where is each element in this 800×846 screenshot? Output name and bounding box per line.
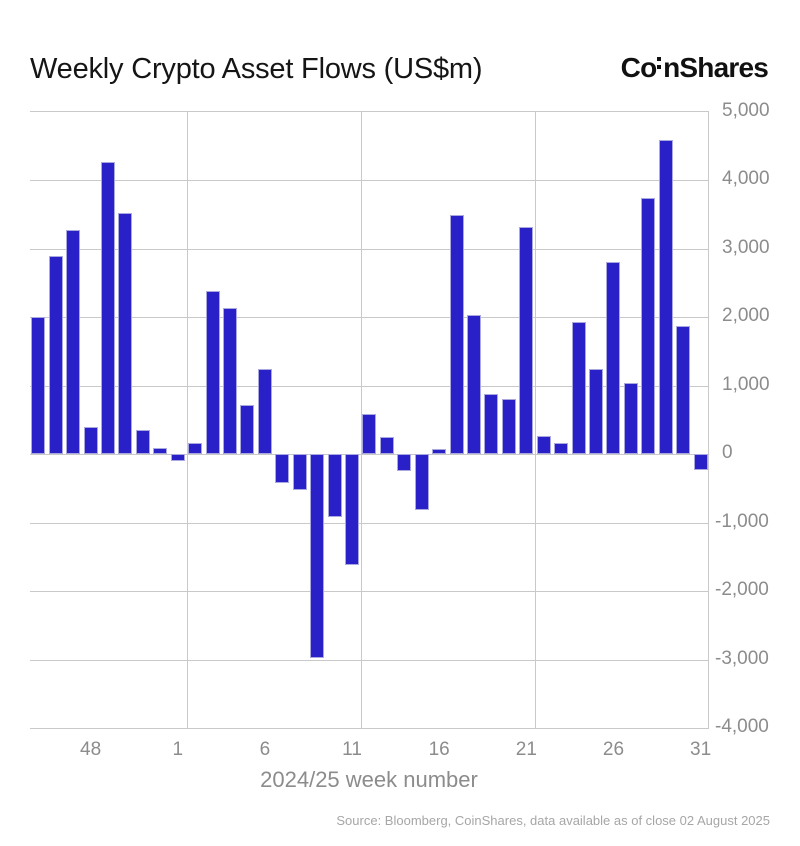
bar-week-26 xyxy=(606,261,621,455)
bar-week-22 xyxy=(536,435,551,455)
bar-week-25 xyxy=(589,368,604,455)
plot-area xyxy=(30,111,709,729)
bar-week-2 xyxy=(188,443,203,455)
x-tick-label-week-48: 48 xyxy=(80,739,102,760)
y-tick-label--3000: -3,000 xyxy=(715,647,769,669)
x-axis-title: 2024/25 week number xyxy=(260,767,478,792)
y-tick-label--1000: -1,000 xyxy=(715,510,769,532)
h-gridline--3000 xyxy=(30,659,708,661)
bar-week-51 xyxy=(135,430,150,455)
bar-week-11 xyxy=(345,454,360,566)
coinshares-logo: Co nShares xyxy=(620,51,769,85)
bar-week-49 xyxy=(101,161,116,455)
x-tick-label-week-11: 11 xyxy=(342,739,362,760)
v-gridline-week-21 xyxy=(535,112,537,728)
bar-week-17 xyxy=(449,214,464,455)
bar-week-3 xyxy=(205,290,220,455)
bar-week-13 xyxy=(379,437,394,455)
h-gridline-1000 xyxy=(30,385,708,387)
bar-week-15 xyxy=(414,454,429,510)
bar-week-14 xyxy=(397,454,412,471)
bar-week-12 xyxy=(362,413,377,455)
bar-week-52 xyxy=(153,448,168,455)
bar-week-7 xyxy=(275,454,290,483)
y-tick-label-4000: 4,000 xyxy=(722,168,770,190)
bar-week-20 xyxy=(501,399,516,455)
bar-week-47 xyxy=(66,229,81,455)
bar-week-19 xyxy=(484,393,499,455)
y-tick-label--2000: -2,000 xyxy=(715,579,769,601)
h-gridline-4000 xyxy=(30,180,708,182)
x-tick-label-week-16: 16 xyxy=(428,739,450,760)
y-tick-label-1000: 1,000 xyxy=(722,373,770,395)
bar-week-46 xyxy=(48,255,63,455)
bar-week-29 xyxy=(658,140,673,455)
h-gridline-2000 xyxy=(30,317,708,319)
bar-week-10 xyxy=(327,454,342,517)
bar-week-30 xyxy=(676,325,691,455)
bar-week-45 xyxy=(31,317,46,455)
bar-week-18 xyxy=(467,314,482,455)
y-tick-label-5000: 5,000 xyxy=(722,100,770,121)
x-tick-label-week-31: 31 xyxy=(690,739,712,760)
source-note: Source: Bloomberg, CoinShares, data avai… xyxy=(336,813,770,828)
bar-week-28 xyxy=(641,198,656,455)
bar-week-16 xyxy=(432,448,447,455)
y-tick-label-2000: 2,000 xyxy=(722,305,770,327)
logo-i-dots-icon xyxy=(657,56,662,77)
x-tick-label-week-21: 21 xyxy=(515,739,537,760)
bar-week-50 xyxy=(118,213,133,455)
v-gridline-week-1 xyxy=(186,112,188,728)
bar-week-6 xyxy=(257,369,272,455)
bar-week-5 xyxy=(240,404,255,455)
h-gridline-3000 xyxy=(30,248,708,250)
bar-week-4 xyxy=(223,308,238,455)
y-tick-label--4000: -4,000 xyxy=(715,716,769,737)
v-gridline-week-11 xyxy=(361,112,363,728)
bar-week-23 xyxy=(554,443,569,455)
y-tick-label-0: 0 xyxy=(722,442,733,464)
bar-week-8 xyxy=(292,454,307,491)
x-tick-label-week-1: 1 xyxy=(172,739,184,760)
bar-week-31 xyxy=(693,454,708,470)
bar-week-27 xyxy=(623,383,638,455)
h-gridline-0 xyxy=(30,454,708,456)
bar-week-48 xyxy=(83,426,98,455)
logo-text-prefix: Co xyxy=(620,52,658,83)
chart-title: Weekly Crypto Asset Flows (US$m) xyxy=(30,53,483,85)
h-gridline--1000 xyxy=(30,522,708,524)
y-axis-labels: 5,000 4,000 3,000 2,000 1,000 0 -1,000 -2,000 -3… xyxy=(715,0,792,846)
y-tick-label-3000: 3,000 xyxy=(722,236,770,258)
x-tick-label-week-6: 6 xyxy=(259,739,271,760)
bar-week-24 xyxy=(571,322,586,455)
bar-week-9 xyxy=(310,454,325,659)
h-gridline--2000 xyxy=(30,591,708,593)
x-tick-label-week-26: 26 xyxy=(602,739,625,760)
x-axis-labels: 48 1 6 11 16 21 26 31 xyxy=(0,739,800,763)
bar-week-1 xyxy=(170,454,185,462)
logo-text-suffix: nShares xyxy=(663,52,769,83)
bar-week-21 xyxy=(519,226,534,455)
